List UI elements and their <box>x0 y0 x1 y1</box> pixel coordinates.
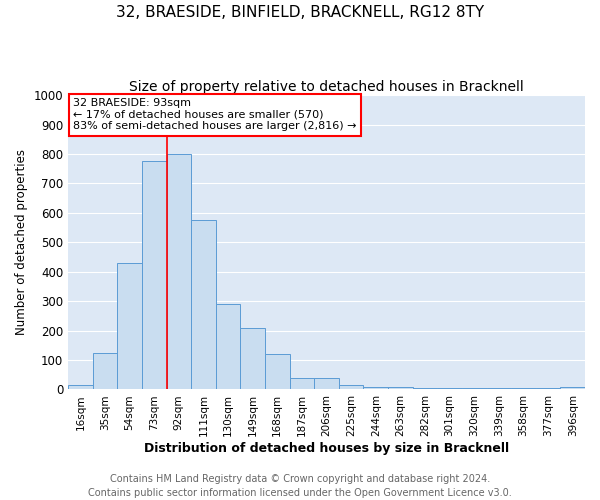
Text: 32 BRAESIDE: 93sqm
← 17% of detached houses are smaller (570)
83% of semi-detach: 32 BRAESIDE: 93sqm ← 17% of detached hou… <box>73 98 357 132</box>
Bar <box>536 388 560 390</box>
Y-axis label: Number of detached properties: Number of detached properties <box>15 150 28 336</box>
Bar <box>437 388 462 390</box>
Bar <box>142 162 167 390</box>
Bar <box>364 386 388 390</box>
Bar <box>92 352 117 390</box>
Bar <box>117 263 142 390</box>
Bar <box>216 304 241 390</box>
Bar <box>413 388 437 390</box>
Bar <box>487 388 511 390</box>
Bar <box>265 354 290 390</box>
Bar <box>511 388 536 390</box>
Bar <box>462 388 487 390</box>
Bar <box>339 385 364 390</box>
Bar <box>167 154 191 390</box>
Bar <box>241 328 265 390</box>
Bar <box>560 386 585 390</box>
X-axis label: Distribution of detached houses by size in Bracknell: Distribution of detached houses by size … <box>144 442 509 455</box>
Bar <box>68 385 92 390</box>
Bar <box>314 378 339 390</box>
Bar <box>191 220 216 390</box>
Bar <box>290 378 314 390</box>
Text: Contains HM Land Registry data © Crown copyright and database right 2024.
Contai: Contains HM Land Registry data © Crown c… <box>88 474 512 498</box>
Text: 32, BRAESIDE, BINFIELD, BRACKNELL, RG12 8TY: 32, BRAESIDE, BINFIELD, BRACKNELL, RG12 … <box>116 5 484 20</box>
Bar <box>388 386 413 390</box>
Title: Size of property relative to detached houses in Bracknell: Size of property relative to detached ho… <box>129 80 524 94</box>
